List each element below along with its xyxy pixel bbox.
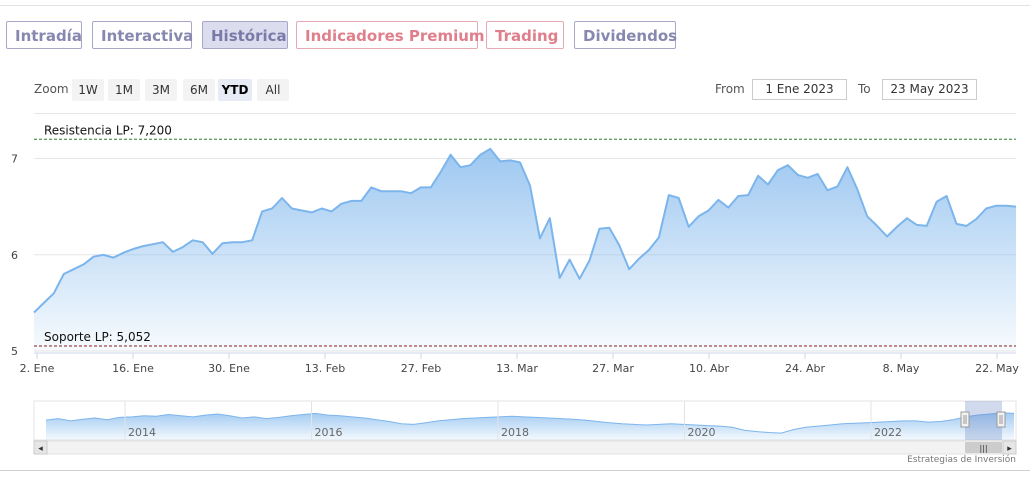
- scrollbar-left-button[interactable]: [33, 440, 48, 455]
- y-axis: 5 6 7: [11, 153, 18, 359]
- x-tick-label: 2. Ene: [20, 362, 55, 375]
- tab-dividendos[interactable]: Dividendos: [574, 21, 677, 49]
- y-tick-label: 6: [11, 249, 18, 262]
- x-tick-label: 27. Mar: [592, 362, 634, 375]
- navigator-area: [46, 412, 1014, 440]
- zoom-1m-button[interactable]: 1M: [108, 79, 140, 101]
- y-tick-label: 5: [11, 345, 18, 358]
- y-tick-label: 7: [11, 153, 18, 166]
- scroll-right-icon: ▸: [1007, 444, 1012, 454]
- scrollbar-right-button[interactable]: [1002, 440, 1017, 455]
- x-tick-label: 22. May: [975, 362, 1019, 375]
- scrollbar-thumb[interactable]: [965, 442, 1002, 453]
- x-tick-label: 24. Abr: [785, 362, 825, 375]
- navigator-year-label: 2022: [874, 426, 902, 439]
- navigator-selection[interactable]: [965, 401, 1002, 440]
- x-tick-label: 8. May: [883, 362, 920, 375]
- zoom-label: Zoom: [34, 82, 69, 96]
- navigator-year-label: 2020: [688, 426, 716, 439]
- navigator-year-label: 2014: [128, 426, 156, 439]
- bottom-divider: [0, 470, 1030, 471]
- scroll-left-icon: ◂: [38, 444, 43, 454]
- top-divider: [0, 5, 1030, 6]
- navigator-year-label: 2016: [315, 426, 343, 439]
- zoom-ytd-button[interactable]: YTD: [218, 79, 252, 101]
- series-area: [34, 148, 1016, 351]
- to-label: To: [858, 82, 871, 96]
- toolbar-divider: [34, 113, 1016, 114]
- x-axis: 2. Ene 16. Ene 30. Ene 13. Feb 27. Feb 13. Ma…: [20, 352, 1019, 375]
- tab-interactiva[interactable]: Interactiva: [92, 21, 193, 49]
- x-tick-label: 10. Abr: [689, 362, 729, 375]
- from-date-input[interactable]: 1 Ene 2023: [752, 79, 847, 100]
- x-tick-label: 27. Feb: [401, 362, 441, 375]
- from-label: From: [715, 82, 745, 96]
- zoom-3m-button[interactable]: 3M: [145, 79, 177, 101]
- x-tick-label: 13. Feb: [305, 362, 345, 375]
- tab-historica[interactable]: Histórica: [202, 21, 288, 49]
- x-tick-label: 13. Mar: [496, 362, 538, 375]
- navigator[interactable]: 2014 2016 2018 2020 2022 ◂ ▸ |||: [33, 400, 1017, 455]
- tab-trading[interactable]: Trading: [486, 21, 564, 49]
- chart-series: [33, 147, 1017, 351]
- scrollbar-grip-icon: |||: [979, 444, 987, 453]
- chart-reference-lines: Resistencia LP: 7,200 Soporte LP: 5,052: [34, 123, 1016, 347]
- x-tick-label: 30. Ene: [208, 362, 250, 375]
- navigator-handle[interactable]: [996, 411, 1006, 428]
- zoom-6m-button[interactable]: 6M: [183, 79, 215, 101]
- scrollbar-track[interactable]: [33, 440, 1017, 455]
- series-line: [33, 147, 1017, 314]
- x-tick-label: 16. Ene: [112, 362, 154, 375]
- to-date-input[interactable]: 23 May 2023: [882, 79, 977, 100]
- navigator-year-label: 2018: [501, 426, 529, 439]
- zoom-all-button[interactable]: All: [257, 79, 289, 101]
- tab-indicadores-premium[interactable]: Indicadores Premium: [296, 21, 485, 49]
- reference-line-label: Soporte LP: 5,052: [44, 330, 151, 344]
- navigator-line: [45, 412, 1015, 434]
- navigator-handle[interactable]: [960, 411, 970, 428]
- zoom-1w-button[interactable]: 1W: [72, 79, 104, 101]
- credits: Estrategias de Inversión: [907, 455, 1016, 465]
- reference-line-label: Resistencia LP: 7,200: [44, 123, 172, 137]
- tab-intradia[interactable]: Intradía: [6, 21, 82, 49]
